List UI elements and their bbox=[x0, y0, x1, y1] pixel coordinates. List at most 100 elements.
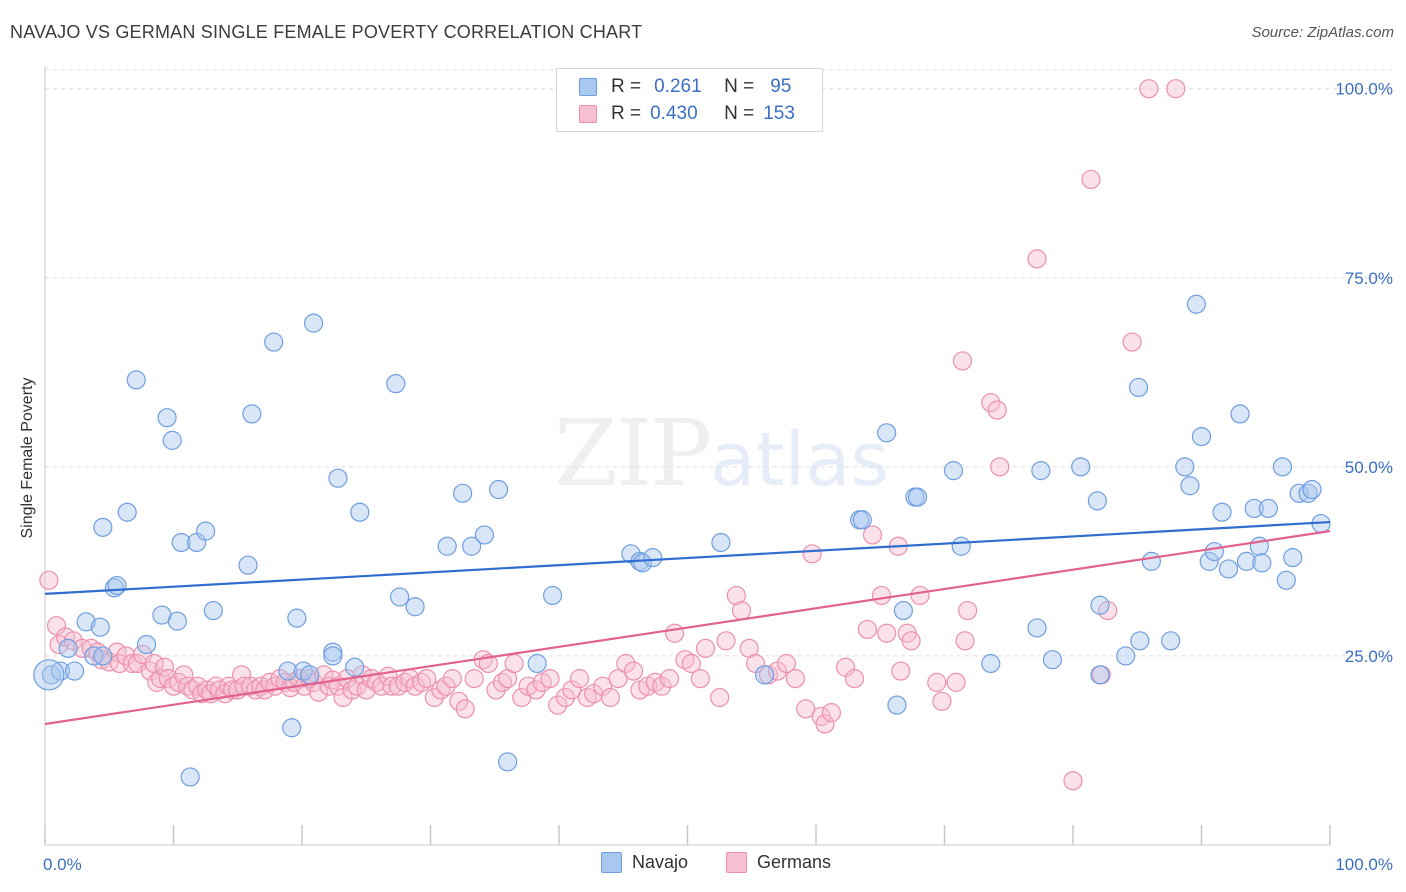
germans-point bbox=[681, 653, 701, 674]
germans-r-label: R = bbox=[611, 103, 642, 124]
navajo-point bbox=[474, 525, 495, 545]
navajo-point bbox=[1090, 665, 1110, 685]
navajo-r-label: R = bbox=[611, 76, 642, 97]
navajo-point bbox=[877, 423, 897, 443]
germans-point bbox=[116, 646, 136, 666]
navajo-point bbox=[107, 575, 127, 596]
germans-point bbox=[785, 669, 806, 689]
germans-point bbox=[932, 691, 952, 711]
navajo-point bbox=[278, 661, 298, 681]
navajo-r-value: 0.261 bbox=[654, 76, 702, 97]
germans-point bbox=[314, 665, 334, 685]
source-label: Source: ZipAtlas.com bbox=[1251, 24, 1394, 41]
navajo-point bbox=[1191, 426, 1212, 447]
legend-item-navajo[interactable]: Navajo bbox=[601, 852, 688, 873]
germans-point bbox=[356, 680, 376, 700]
germans-point bbox=[382, 676, 402, 696]
navajo-point bbox=[1087, 491, 1108, 511]
germans-point bbox=[608, 669, 628, 689]
germans-point bbox=[342, 680, 362, 700]
navajo-point bbox=[1199, 551, 1219, 571]
trend-lines bbox=[44, 520, 1331, 726]
germans-point bbox=[1139, 79, 1159, 99]
navajo-point bbox=[136, 634, 157, 655]
germans-point bbox=[652, 676, 672, 696]
navajo-point bbox=[93, 646, 113, 666]
navajo-point bbox=[323, 646, 343, 666]
germans-point bbox=[990, 457, 1010, 477]
navajo-point bbox=[453, 483, 473, 503]
navajo-point bbox=[180, 767, 200, 787]
navajo-point bbox=[1298, 483, 1318, 503]
navajo-point bbox=[282, 718, 302, 738]
navajo-point bbox=[542, 585, 563, 606]
navajo-point bbox=[1027, 618, 1047, 638]
navajo-swatch bbox=[579, 78, 597, 96]
watermark-atlas: atlas bbox=[710, 417, 889, 503]
germans-point bbox=[154, 657, 175, 677]
navajo-point bbox=[167, 611, 187, 631]
navajo-point bbox=[951, 536, 971, 556]
navajo-point bbox=[157, 408, 177, 428]
germans-point bbox=[442, 669, 462, 689]
germans-point bbox=[593, 676, 613, 696]
germans-point bbox=[431, 680, 451, 700]
navajo-point bbox=[33, 659, 65, 691]
germans-point bbox=[877, 623, 897, 643]
germans-point bbox=[987, 400, 1007, 420]
germans-point bbox=[411, 672, 432, 692]
navajo-point bbox=[489, 479, 509, 500]
germans-point bbox=[958, 600, 978, 621]
germans-point bbox=[616, 653, 636, 674]
germans-point bbox=[891, 661, 911, 681]
germans-point bbox=[260, 672, 280, 692]
germans-r-value: 0.430 bbox=[650, 103, 698, 124]
stats-row-navajo: R = 0.261 N = 95 bbox=[579, 74, 791, 100]
germans-point bbox=[492, 672, 513, 692]
legend-germans-label: Germans bbox=[757, 852, 832, 872]
germans-trend-line bbox=[44, 530, 1331, 726]
navajo-point bbox=[1130, 631, 1150, 651]
germans-point bbox=[555, 687, 576, 708]
navajo-point bbox=[1128, 377, 1149, 398]
navajo-point bbox=[162, 430, 182, 450]
navajo-point bbox=[58, 638, 78, 658]
watermark-zip: ZIP bbox=[554, 400, 712, 507]
germans-point bbox=[372, 676, 392, 696]
navajo-point bbox=[345, 657, 365, 677]
germans-point bbox=[504, 653, 524, 674]
navajo-point bbox=[711, 532, 731, 553]
navajo-point bbox=[1283, 548, 1303, 568]
germans-point bbox=[424, 687, 444, 708]
germans-point bbox=[1063, 771, 1083, 791]
navajo-point bbox=[287, 608, 307, 628]
navajo-point bbox=[1218, 559, 1239, 579]
germans-point bbox=[946, 672, 966, 692]
tick-labels: 25.0% 50.0% 75.0% 100.0% 0.0% 100.0% bbox=[43, 80, 1393, 874]
navajo-point bbox=[1031, 461, 1051, 481]
legend-item-germans[interactable]: Germans bbox=[726, 852, 831, 873]
germans-point bbox=[569, 669, 590, 689]
navajo-point bbox=[527, 653, 547, 674]
navajo-point bbox=[632, 553, 653, 573]
germans-point bbox=[659, 669, 680, 689]
navajo-point bbox=[303, 313, 324, 333]
navajo-point bbox=[1252, 553, 1272, 573]
navajo-point bbox=[1302, 479, 1322, 500]
germans-point bbox=[464, 669, 484, 689]
x-tick-label: 0.0% bbox=[43, 855, 82, 874]
navajo-point bbox=[981, 653, 1001, 674]
navajo-point bbox=[893, 600, 913, 621]
navajo-point bbox=[643, 548, 663, 568]
germans-point bbox=[695, 638, 716, 658]
y-tick-label: 25.0% bbox=[1345, 647, 1393, 666]
navajo-n-label: N = bbox=[724, 76, 755, 97]
germans-point bbox=[562, 680, 582, 700]
axes bbox=[44, 66, 1331, 846]
navajo-point bbox=[1071, 457, 1091, 477]
navajo-point bbox=[1161, 631, 1181, 651]
germans-point bbox=[1081, 169, 1101, 190]
germans-points bbox=[39, 79, 1186, 791]
germans-point bbox=[952, 351, 973, 371]
germans-point bbox=[526, 680, 546, 700]
